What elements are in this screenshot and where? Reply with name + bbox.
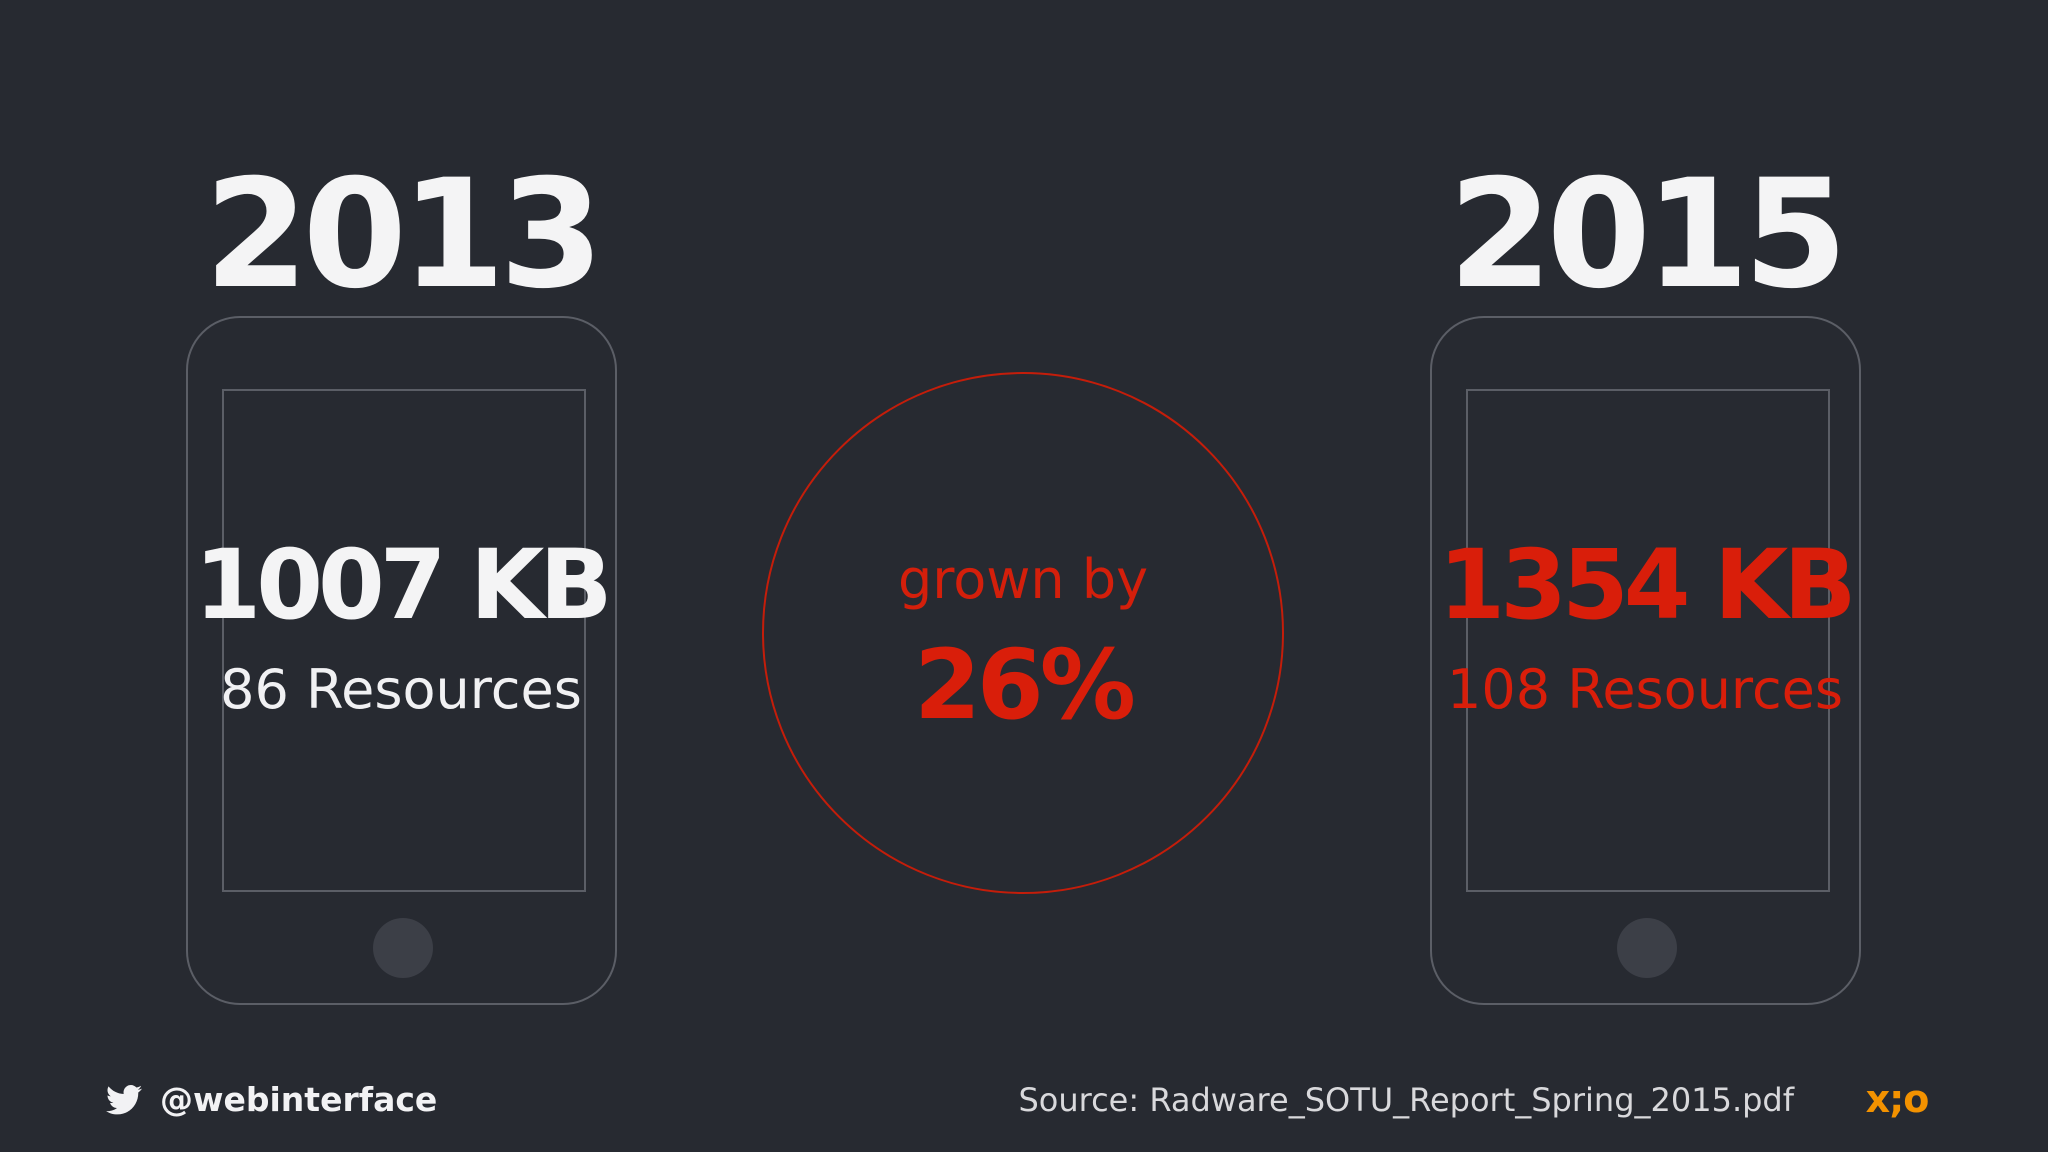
phone-2013-icon	[186, 316, 617, 1005]
year-2013-heading: 2013	[204, 148, 603, 322]
resources-2015: 108 Resources	[1446, 658, 1843, 721]
phone-screen	[1466, 389, 1830, 892]
growth-circle	[762, 372, 1284, 894]
twitter-bird-icon	[106, 1085, 142, 1115]
source-citation: Source: Radware_SOTU_Report_Spring_2015.…	[1018, 1081, 1794, 1119]
year-2015-heading: 2015	[1448, 148, 1847, 322]
page-size-2013: 1007 KB	[194, 529, 612, 641]
twitter-handle: @webinterface	[160, 1080, 438, 1119]
growth-label: grown by	[897, 548, 1149, 611]
phone-screen	[222, 389, 586, 892]
twitter-credit: @webinterface	[106, 1080, 437, 1120]
resources-2013: 86 Resources	[220, 658, 582, 721]
growth-percentage: 26%	[914, 629, 1136, 741]
brand-logo: x;o	[1865, 1077, 1930, 1121]
phone-home-button-icon	[373, 918, 433, 978]
page-size-2015: 1354 KB	[1438, 529, 1856, 641]
phone-home-button-icon	[1617, 918, 1677, 978]
phone-2015-icon	[1430, 316, 1861, 1005]
